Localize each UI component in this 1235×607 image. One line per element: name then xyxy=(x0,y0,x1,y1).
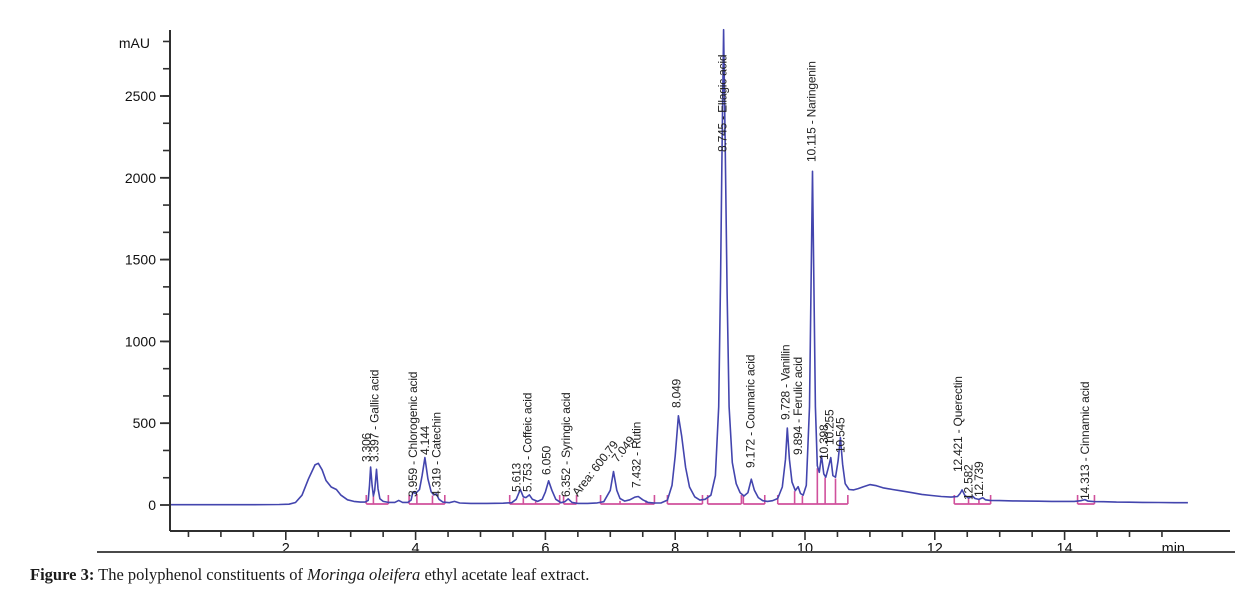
figure-caption: Figure 3: The polyphenol constituents of… xyxy=(30,565,589,585)
x-tick-label: 12 xyxy=(927,541,943,552)
y-tick-label: 500 xyxy=(133,415,157,431)
peak-label: 9.728 - Vanillin xyxy=(778,345,792,420)
caption-species: Moringa oleifera xyxy=(307,565,421,584)
y-tick-label: 1500 xyxy=(125,252,156,268)
peak-label: 12.421 - Querectin xyxy=(951,376,965,472)
x-axis-unit-label: min xyxy=(1162,541,1185,552)
x-tick-label: 4 xyxy=(412,541,420,552)
peak-label: 14.313 - Cinnamic acid xyxy=(1078,382,1092,500)
peak-label: 5.753 - Coffeic acid xyxy=(520,393,534,492)
peak-label: 9.172 - Coumaric acid xyxy=(743,355,757,468)
chromatogram-plot: 0 500 1000 1500 2000 2500 mAU 2 4 6 8 10 12 14 min 3.30… xyxy=(119,28,1230,552)
peak-label: 8.049 xyxy=(669,378,683,408)
peak-label: 3.306 xyxy=(360,432,374,462)
peak-label: 5.613 xyxy=(509,462,523,492)
chromatogram-trace xyxy=(170,28,1188,506)
peak-label: 6.050 xyxy=(540,445,554,475)
peak-label: 6.352 - Syringic acid xyxy=(559,392,573,497)
x-tick-label: 14 xyxy=(1057,541,1073,552)
caption-label: Figure 3: xyxy=(30,565,95,584)
y-tick-label: 1000 xyxy=(125,333,156,349)
caption-tail: ethyl acetate leaf extract. xyxy=(420,565,590,584)
peak-label: 3.959 - Chlorogenic acid xyxy=(406,372,420,497)
caption-text: The polyphenol constituents of xyxy=(94,565,308,584)
peak-label: 10.545 xyxy=(833,417,847,453)
peak-label: 3.397 - Gallic acid xyxy=(367,370,381,462)
peak-label: 10.115 - Naringenin xyxy=(804,61,818,162)
x-tick-label: 10 xyxy=(797,541,813,552)
x-tick-label: 2 xyxy=(282,541,290,552)
y-tick-label: 0 xyxy=(148,497,156,513)
peak-label: 4.319 - Catechin xyxy=(429,412,443,497)
y-axis-unit-label: mAU xyxy=(119,35,150,51)
y-tick-label: 2000 xyxy=(125,170,156,186)
peak-label: 9.894 - Ferulic acid xyxy=(791,357,805,455)
peak-label: 12.739 xyxy=(972,461,986,497)
y-tick-label: 2500 xyxy=(125,88,156,104)
x-tick-label: 6 xyxy=(541,541,549,552)
peak-label: 12.582 xyxy=(962,464,976,500)
caption-divider xyxy=(97,551,1235,553)
peak-label: 10.398 xyxy=(817,424,831,460)
x-tick-label: 8 xyxy=(671,541,679,552)
peak-label: 10.255 xyxy=(823,409,837,445)
peak-label: 4.144 xyxy=(418,425,432,455)
peak-label: Area: 600.79 xyxy=(569,438,621,499)
peak-label: 7.432 - Rutin xyxy=(629,422,643,488)
peak-label: 8.745 - Ellagic acid xyxy=(716,55,730,152)
